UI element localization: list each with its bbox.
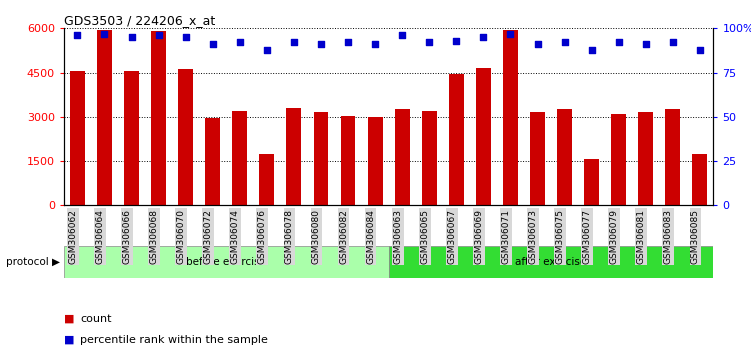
Text: GSM306077: GSM306077 — [583, 209, 592, 264]
Bar — [476, 68, 491, 205]
Text: GSM306065: GSM306065 — [421, 209, 430, 264]
Text: GSM306080: GSM306080 — [312, 209, 321, 264]
Point — [342, 40, 354, 45]
Bar — [205, 118, 220, 205]
Bar — [232, 111, 247, 205]
Text: GSM306069: GSM306069 — [475, 209, 484, 264]
Point — [424, 40, 436, 45]
Point — [98, 31, 110, 36]
Text: GSM306064: GSM306064 — [95, 209, 104, 264]
Point — [694, 47, 706, 52]
Point — [152, 33, 164, 38]
Bar — [368, 118, 382, 205]
Point — [397, 33, 409, 38]
Text: GSM306063: GSM306063 — [394, 209, 403, 264]
Text: GSM306083: GSM306083 — [664, 209, 673, 264]
Text: count: count — [80, 314, 112, 324]
Text: protocol ▶: protocol ▶ — [6, 257, 60, 267]
Text: GSM306073: GSM306073 — [529, 209, 538, 264]
Point — [478, 34, 490, 40]
Point — [532, 41, 544, 47]
Text: ■: ■ — [64, 314, 74, 324]
Bar — [341, 116, 355, 205]
Bar — [395, 109, 409, 205]
Text: GSM306074: GSM306074 — [231, 209, 240, 264]
Bar — [692, 154, 707, 205]
Text: GSM306079: GSM306079 — [610, 209, 619, 264]
Point — [288, 40, 300, 45]
Bar — [124, 71, 139, 205]
Point — [179, 34, 192, 40]
Bar — [151, 31, 166, 205]
Text: GSM306081: GSM306081 — [637, 209, 646, 264]
Text: GSM306062: GSM306062 — [68, 209, 77, 264]
Bar — [665, 109, 680, 205]
Bar — [313, 113, 328, 205]
Text: GSM306071: GSM306071 — [502, 209, 511, 264]
Bar — [584, 159, 599, 205]
Bar — [286, 108, 301, 205]
Text: GSM306082: GSM306082 — [339, 209, 348, 264]
Bar — [70, 71, 85, 205]
Bar — [97, 30, 112, 205]
Point — [207, 41, 219, 47]
Bar — [530, 113, 545, 205]
Bar — [449, 74, 464, 205]
Point — [451, 38, 463, 44]
Bar — [557, 109, 572, 205]
Point — [369, 41, 381, 47]
Bar — [259, 154, 274, 205]
Point — [586, 47, 598, 52]
Point — [640, 41, 652, 47]
Text: GSM306078: GSM306078 — [285, 209, 294, 264]
Bar — [64, 246, 389, 278]
Text: GDS3503 / 224206_x_at: GDS3503 / 224206_x_at — [64, 14, 215, 27]
Bar — [422, 111, 436, 205]
Point — [71, 33, 83, 38]
Point — [613, 40, 625, 45]
Point — [315, 41, 327, 47]
Text: GSM306070: GSM306070 — [176, 209, 185, 264]
Bar — [638, 113, 653, 205]
Text: percentile rank within the sample: percentile rank within the sample — [80, 335, 268, 345]
Text: GSM306072: GSM306072 — [204, 209, 213, 264]
Point — [667, 40, 679, 45]
Point — [505, 31, 517, 36]
Text: after exercise: after exercise — [515, 257, 587, 267]
Bar — [178, 69, 193, 205]
Text: GSM306084: GSM306084 — [366, 209, 375, 264]
Point — [261, 47, 273, 52]
Text: GSM306068: GSM306068 — [149, 209, 158, 264]
Text: GSM306075: GSM306075 — [556, 209, 565, 264]
Point — [559, 40, 571, 45]
Bar — [503, 30, 518, 205]
Point — [234, 40, 246, 45]
Text: GSM306067: GSM306067 — [448, 209, 457, 264]
Point — [125, 34, 137, 40]
Text: GSM306066: GSM306066 — [122, 209, 131, 264]
Bar — [611, 114, 626, 205]
Text: GSM306076: GSM306076 — [258, 209, 267, 264]
Bar — [389, 246, 713, 278]
Text: GSM306085: GSM306085 — [691, 209, 700, 264]
Text: ■: ■ — [64, 335, 74, 345]
Text: before exercise: before exercise — [186, 257, 267, 267]
